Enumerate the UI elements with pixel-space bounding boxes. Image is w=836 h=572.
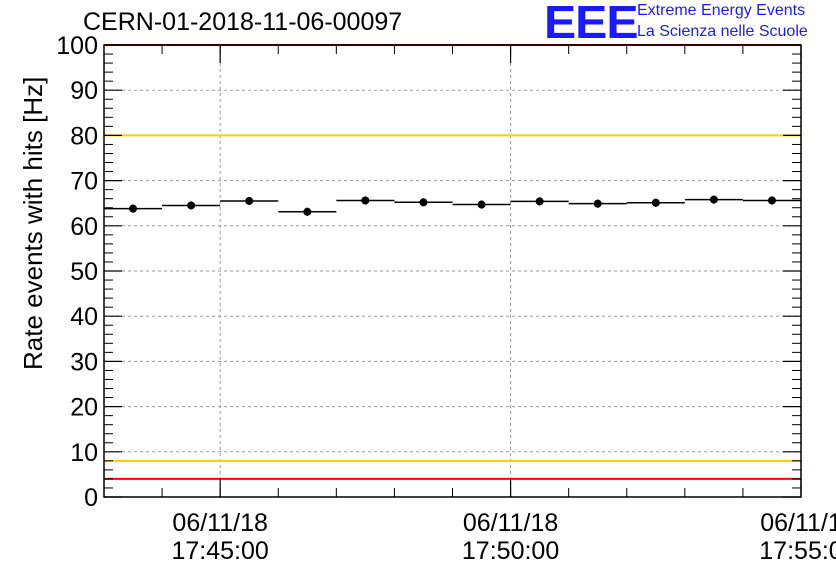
data-point [626, 198, 685, 207]
y-tick-label: 90 [70, 77, 98, 105]
y-tick-label: 10 [70, 439, 98, 467]
y-tick-label: 100 [56, 32, 98, 60]
data-point [452, 200, 511, 209]
y-tick-label: 50 [70, 258, 98, 286]
data-point [568, 199, 627, 208]
data-point [278, 207, 337, 216]
data-marker [245, 196, 254, 205]
data-marker [535, 197, 544, 206]
data-point [510, 197, 569, 206]
y-tick-label: 20 [70, 394, 98, 422]
logo-line-2: La Scienza nelle Scuole [637, 23, 808, 40]
x-tick-label-time: 17:45:00 [172, 537, 269, 565]
data-point [220, 196, 279, 206]
y-tick-label: 30 [70, 348, 98, 376]
x-tick-label-date: 06/11/1 [760, 509, 836, 537]
y-tick-label: 80 [70, 122, 98, 150]
x-tick-label-date: 06/11/18 [172, 509, 267, 537]
run-title: CERN-01-2018-11-06-00097 [83, 8, 403, 36]
data-point [684, 195, 743, 204]
x-tick-label-date: 06/11/18 [463, 509, 558, 537]
tick-labels: 010203040506070809010006/11/1817:45:0006… [56, 32, 836, 565]
data-point [742, 196, 801, 205]
data-point [162, 201, 221, 210]
data-point [394, 198, 453, 207]
y-tick-label: 0 [84, 484, 98, 512]
data-marker [419, 198, 428, 207]
grid-lines [104, 45, 801, 497]
x-tick-label-time: 17:55:0 [759, 537, 836, 565]
y-tick-label: 60 [70, 213, 98, 241]
y-axis-label: Rate events with hits [Hz] [18, 76, 48, 370]
eee-logo: EEE Extreme Energy Events La Scienza nel… [544, 0, 836, 48]
y-tick-label: 70 [70, 168, 98, 196]
data-marker [767, 196, 776, 205]
logo-letters: EEE [544, 0, 639, 48]
x-tick-label-time: 17:50:00 [462, 537, 559, 565]
reference-lines [104, 44, 801, 480]
data-marker [361, 196, 370, 205]
data-marker [593, 199, 602, 208]
data-marker [303, 207, 312, 216]
data-marker [709, 195, 718, 204]
logo-line-1: Extreme Energy Events [637, 2, 806, 19]
axis-ticks [103, 44, 802, 498]
data-points [104, 195, 801, 216]
y-tick-label: 40 [70, 303, 98, 331]
data-marker [651, 198, 660, 207]
data-marker [477, 200, 486, 209]
data-marker [129, 204, 138, 213]
data-marker [187, 201, 196, 210]
data-point [336, 196, 395, 205]
data-point [104, 204, 163, 213]
